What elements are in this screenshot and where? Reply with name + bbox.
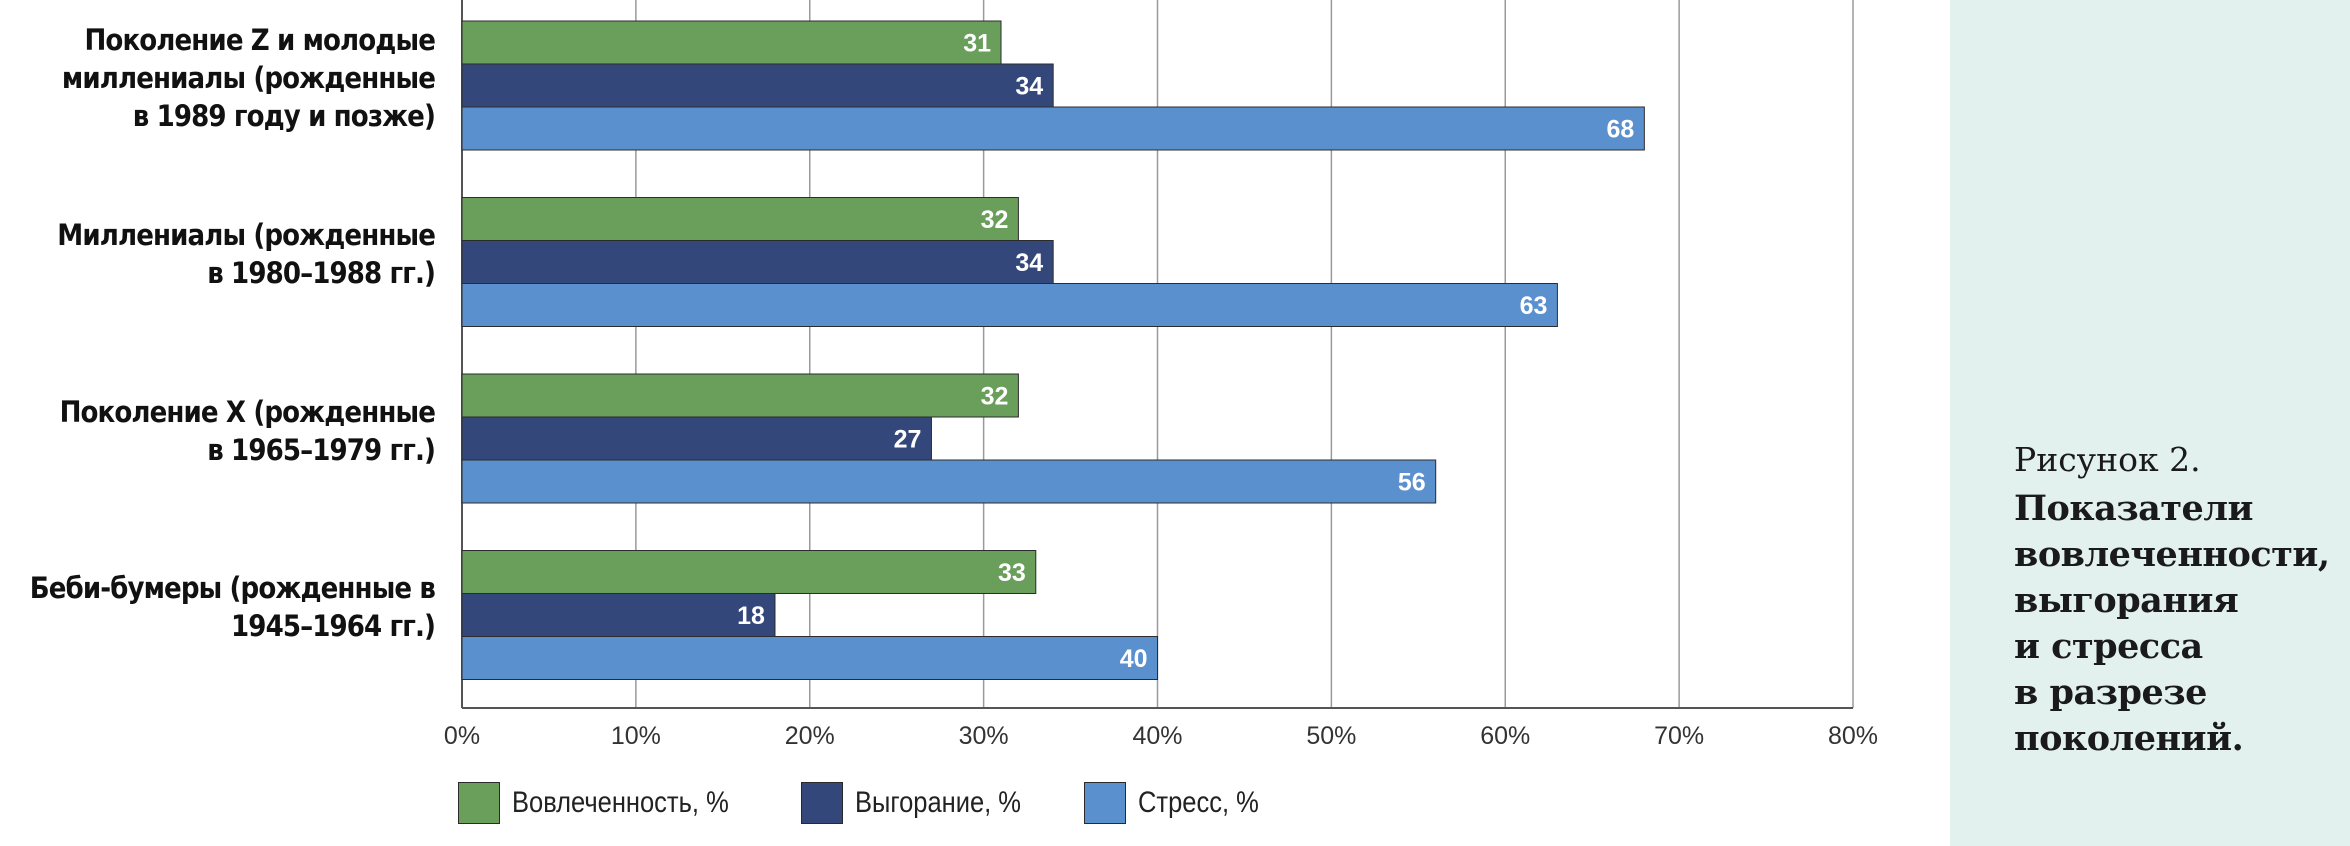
legend-item: Вовлеченность, % [458,782,767,824]
bar [461,550,1037,594]
data-label: 63 [1520,292,1548,320]
x-tick-label: 50% [1306,722,1357,750]
data-label: 56 [1398,469,1426,497]
x-tick-label: 0% [443,722,481,750]
legend-swatch [801,782,843,824]
bar [461,197,1019,241]
chart-area: 31 34 68 32 34 63 32 27 56 33 18 40 Поколение Z и м… [29,0,1879,826]
x-tick-label: 80% [1827,722,1879,750]
legend-item: Стресс, % [1084,782,1280,824]
legend-swatch [1084,782,1127,824]
caption-panel: Рисунок 2. Показатели вовлеченности, выг… [1950,0,2350,846]
bar [461,20,1002,65]
bar [461,373,1019,418]
data-label: 32 [981,206,1009,234]
data-label: 34 [1015,249,1043,277]
x-tick-label: 30% [958,722,1009,750]
x-tick-label: 70% [1654,722,1705,750]
legend-swatch [458,782,500,824]
data-label: 18 [737,602,765,630]
data-label: 33 [998,559,1026,587]
x-tick-label: 20% [784,722,835,750]
data-label: 68 [1607,116,1635,144]
figure-title: Показатели вовлеченности, выгорания и ст… [2014,488,2330,759]
bar [461,416,932,461]
x-tick-label: 10% [610,722,661,750]
category-label: Беби-бумеры (рожденные в 1945–1964 гг.) [29,571,436,643]
legend: Вовлеченность, % Выгорание, % Стресс, % [458,780,1314,826]
x-tick-label: 60% [1480,722,1531,750]
legend-label: Вовлеченность, % [512,786,729,819]
category-label: Поколение X (рожденные в 1965–1979 гг.) [59,394,436,467]
data-label: 40 [1120,645,1148,673]
figure-number: Рисунок 2. [2014,440,2201,479]
legend-label: Стресс, % [1138,786,1260,819]
bar [461,459,1437,504]
x-tick-label: 40% [1132,722,1183,750]
bar [461,593,776,637]
bars [461,20,1645,680]
data-label: 27 [894,426,922,454]
bar [461,63,1054,108]
bar [461,636,1158,680]
data-label: 31 [963,30,991,58]
category-label: Миллениалы (рожденные в 1980–1988 гг.) [57,218,436,290]
bar [461,283,1558,327]
data-label: 32 [981,383,1009,411]
category-label: Поколение Z и молодые миллениалы (рожден… [61,22,436,133]
bar [461,106,1645,151]
bar [461,240,1054,284]
data-label: 34 [1015,73,1043,101]
legend-label: Выгорание, % [855,786,1021,819]
legend-item: Выгорание, % [801,782,1050,824]
